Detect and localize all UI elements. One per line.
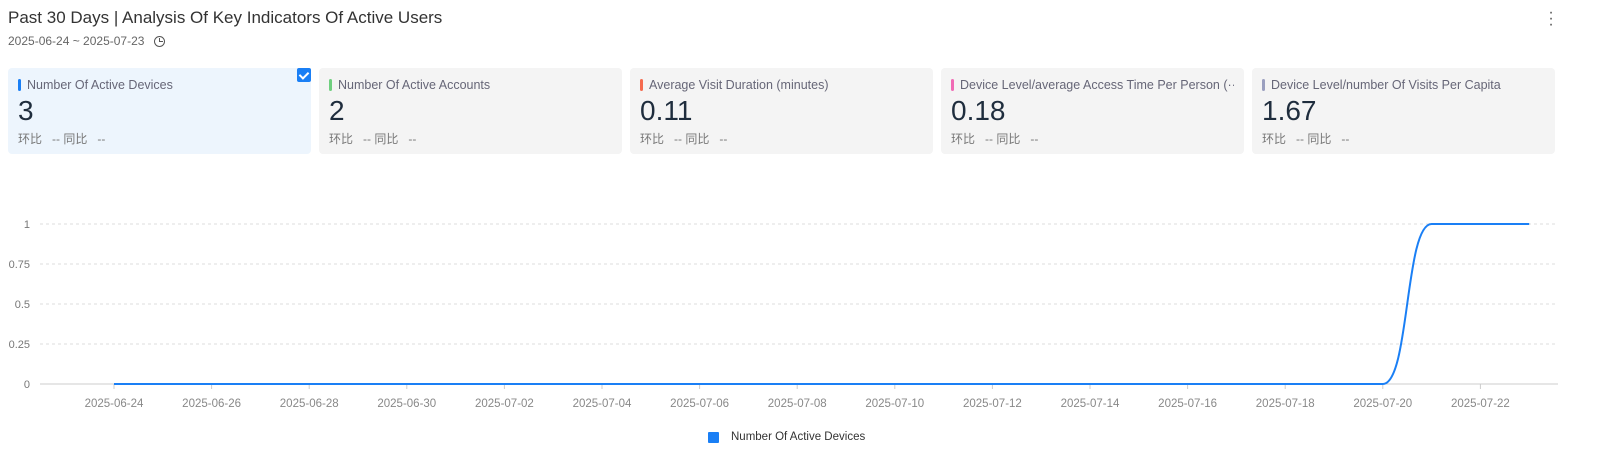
date-range: 2025-06-24 ~ 2025-07-23: [8, 34, 166, 48]
x-tick-label: 2025-07-06: [670, 398, 729, 410]
line-chart: 0 0.25 0.5 0.75 1 2025-06-24 2025-06-26 2025-06…: [9, 219, 1558, 410]
x-tick-label: 2025-07-22: [1451, 398, 1510, 410]
metric-value: 1.67: [1262, 95, 1317, 126]
mom-value: --: [985, 132, 994, 146]
metric-value: 0.18: [951, 95, 1006, 126]
metric-label-text: Device Level/number Of Visits Per Capita: [1271, 78, 1501, 92]
metric-comparison: 环比 -- 同比 --: [640, 130, 923, 147]
mom-label: 环比: [640, 132, 665, 146]
mom-label: 环比: [18, 132, 43, 146]
checkbox-checked-icon[interactable]: [297, 68, 311, 82]
metric-card[interactable]: Average Visit Duration (minutes) 0.11 环比…: [630, 68, 933, 154]
chart-legend[interactable]: Number Of Active Devices: [708, 431, 865, 443]
y-tick-label: 0: [24, 379, 30, 391]
x-tick-label: 2025-07-18: [1256, 398, 1315, 410]
mom-label: 环比: [1262, 132, 1287, 146]
yoy-label: 同比: [996, 132, 1021, 146]
x-tick-label: 2025-07-10: [865, 398, 924, 410]
date-range-text: 2025-06-24 ~ 2025-07-23: [8, 34, 145, 48]
metric-label-text: Average Visit Duration (minutes): [649, 78, 829, 92]
metric-label-text: Device Level/average Access Time Per Per…: [960, 78, 1234, 92]
clock-icon[interactable]: [154, 35, 166, 47]
yoy-value: --: [97, 132, 106, 146]
metric-card[interactable]: Device Level/average Access Time Per Per…: [941, 68, 1244, 154]
y-tick-label: 0.5: [15, 299, 30, 311]
y-tick-label: 0.75: [9, 259, 30, 271]
page-title: Past 30 Days | Analysis Of Key Indicator…: [8, 8, 443, 27]
metric-value: 3: [18, 95, 34, 126]
metric-card[interactable]: Device Level/number Of Visits Per Capita…: [1252, 68, 1555, 154]
metric-label-text: Number Of Active Accounts: [338, 78, 491, 92]
color-marker: [951, 79, 954, 91]
metric-comparison: 环比 -- 同比 --: [951, 130, 1234, 147]
yoy-label: 同比: [63, 132, 88, 146]
metric-label: Average Visit Duration (minutes): [640, 78, 923, 92]
x-tick-label: 2025-07-16: [1158, 398, 1217, 410]
mom-value: --: [1296, 132, 1305, 146]
x-tick-label: 2025-06-24: [85, 398, 144, 410]
mom-value: --: [363, 132, 372, 146]
mom-label: 环比: [329, 132, 354, 146]
metric-card[interactable]: Number Of Active Accounts 2 环比 -- 同比 --: [319, 68, 622, 154]
metric-value: 0.11: [640, 95, 693, 126]
mom-label: 环比: [951, 132, 976, 146]
x-tick-label: 2025-07-12: [963, 398, 1022, 410]
x-tick-label: 2025-07-20: [1353, 398, 1412, 410]
color-marker: [640, 79, 643, 91]
x-tick-label: 2025-06-30: [377, 398, 436, 410]
yoy-value: --: [719, 132, 728, 146]
yoy-value: --: [1341, 132, 1350, 146]
color-marker: [1262, 79, 1265, 91]
metric-label: Number Of Active Accounts: [329, 78, 612, 92]
metric-comparison: 环比 -- 同比 --: [18, 130, 301, 147]
metric-cards: Number Of Active Devices 3 环比 -- 同比 -- N…: [8, 68, 1555, 154]
metric-label: Device Level/number Of Visits Per Capita: [1262, 78, 1545, 92]
mom-value: --: [674, 132, 683, 146]
y-tick-label: 0.25: [9, 339, 30, 351]
color-marker: [18, 79, 21, 91]
x-tick-label: 2025-07-08: [768, 398, 827, 410]
metric-comparison: 环比 -- 同比 --: [329, 130, 612, 147]
mom-value: --: [52, 132, 61, 146]
x-tick-label: 2025-06-26: [182, 398, 241, 410]
metric-comparison: 环比 -- 同比 --: [1262, 130, 1545, 147]
legend-swatch: [708, 431, 719, 443]
metric-label: Number Of Active Devices: [18, 78, 301, 92]
series-line: [114, 223, 1530, 385]
x-tick-label: 2025-07-02: [475, 398, 534, 410]
y-tick-label: 1: [24, 219, 30, 231]
metric-label: Device Level/average Access Time Per Per…: [951, 78, 1234, 92]
x-tick-label: 2025-07-14: [1061, 398, 1120, 410]
metric-value: 2: [329, 95, 345, 126]
yoy-label: 同比: [1307, 132, 1332, 146]
yoy-value: --: [1030, 132, 1039, 146]
yoy-value: --: [408, 132, 417, 146]
metric-label-text: Number Of Active Devices: [27, 78, 173, 92]
x-tick-label: 2025-06-28: [280, 398, 339, 410]
color-marker: [329, 79, 332, 91]
metric-card[interactable]: Number Of Active Devices 3 环比 -- 同比 --: [8, 68, 311, 154]
legend-label: Number Of Active Devices: [731, 431, 866, 443]
more-vertical-icon[interactable]: · · ·: [1548, 4, 1554, 33]
yoy-label: 同比: [374, 132, 399, 146]
x-tick-label: 2025-07-04: [573, 398, 632, 410]
yoy-label: 同比: [685, 132, 710, 146]
